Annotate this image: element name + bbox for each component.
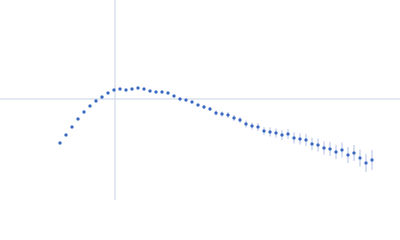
point (238, 118, 242, 122)
point (280, 133, 284, 137)
point (178, 97, 182, 101)
point (64, 133, 68, 137)
point (340, 148, 344, 152)
point (190, 100, 194, 104)
point (76, 117, 80, 121)
point (166, 91, 170, 95)
point (322, 146, 326, 150)
point (232, 116, 236, 120)
point (226, 113, 230, 117)
point (112, 88, 116, 92)
point (292, 136, 296, 140)
point (82, 110, 86, 114)
point (160, 90, 164, 94)
point (298, 137, 302, 141)
point (202, 105, 206, 109)
point (262, 129, 266, 133)
point (58, 141, 62, 145)
point (352, 151, 356, 155)
point (346, 153, 350, 157)
point (136, 86, 140, 90)
point (310, 142, 314, 146)
point (124, 88, 128, 92)
point (88, 104, 92, 108)
point (334, 150, 338, 154)
point (256, 125, 260, 129)
point (148, 89, 152, 93)
point (94, 99, 98, 103)
point (184, 98, 188, 102)
point (172, 94, 176, 98)
point (106, 91, 110, 95)
point (196, 103, 200, 107)
point (304, 138, 308, 142)
point (142, 87, 146, 91)
point (154, 90, 158, 94)
point (100, 95, 104, 99)
point (214, 111, 218, 115)
point (70, 125, 74, 129)
point (118, 87, 122, 91)
point (316, 143, 320, 147)
point (370, 158, 374, 162)
point (328, 147, 332, 151)
point (268, 130, 272, 134)
point (364, 161, 368, 165)
point (286, 132, 290, 136)
point (130, 87, 134, 91)
point (358, 156, 362, 160)
point (274, 131, 278, 135)
chart (0, 0, 400, 200)
point (250, 124, 254, 128)
point (208, 107, 212, 111)
point (244, 122, 248, 126)
point (220, 112, 224, 116)
